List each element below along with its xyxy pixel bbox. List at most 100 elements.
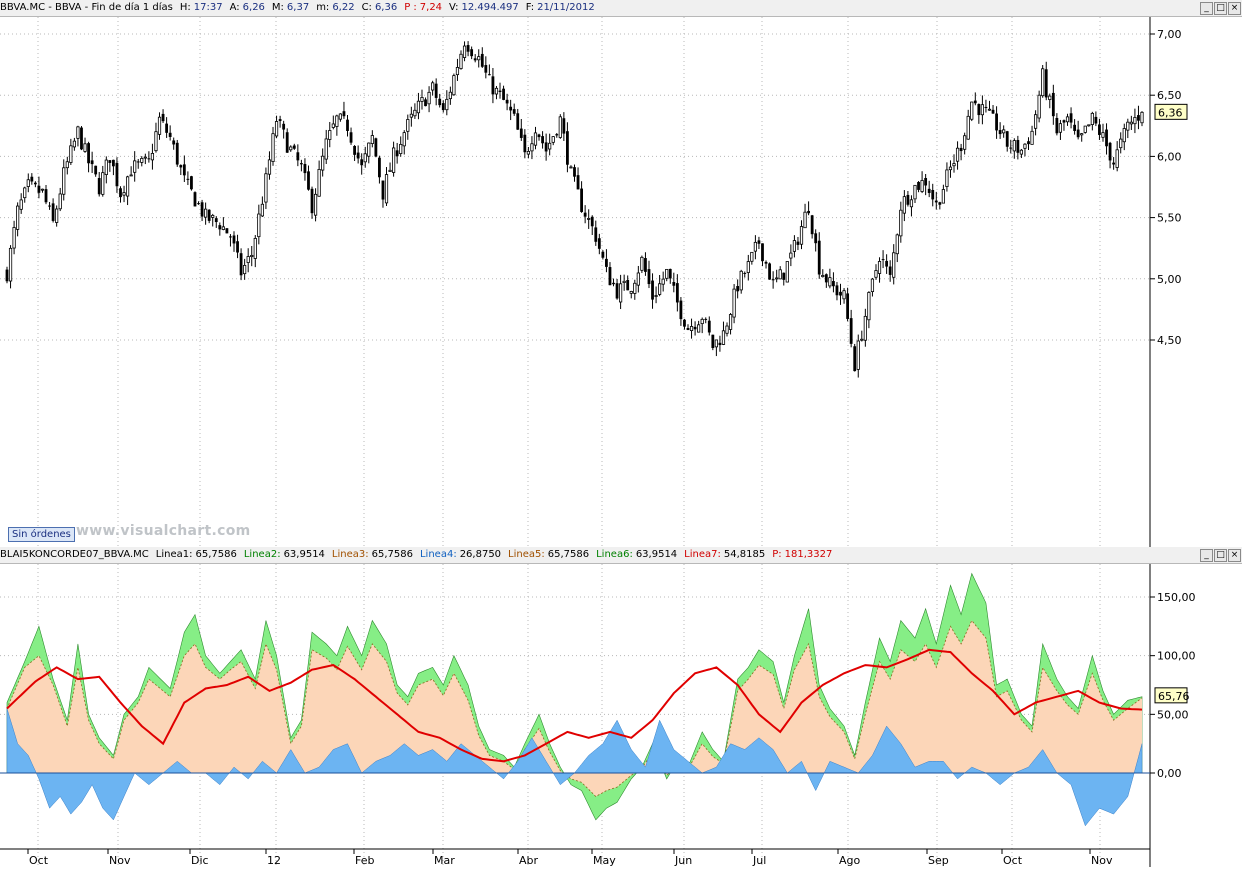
candle <box>122 185 126 203</box>
candle-body-up <box>477 56 481 61</box>
candle <box>725 322 729 337</box>
candle-body-up <box>622 280 626 283</box>
candle-body-down <box>541 136 544 144</box>
candle-body-down <box>853 346 857 372</box>
candle-body-up <box>892 252 896 278</box>
candle-body-down <box>814 233 818 244</box>
candle <box>221 217 225 231</box>
candle <box>1033 110 1038 136</box>
candle-body-up <box>104 159 108 176</box>
l4-value: 26,8750 <box>459 549 502 560</box>
candle <box>636 265 640 293</box>
candle <box>799 220 804 250</box>
candle-body-up <box>12 227 16 249</box>
h-value: 17:37 <box>193 2 223 13</box>
candle <box>526 147 530 159</box>
candle <box>839 283 842 305</box>
candle <box>310 186 314 219</box>
candle-body-down <box>849 318 853 344</box>
candle <box>87 141 90 173</box>
indicator-close-button[interactable]: × <box>1228 549 1241 562</box>
candle <box>392 141 396 177</box>
maximize-button[interactable]: □ <box>1214 2 1227 15</box>
candle-body-down <box>1076 129 1080 138</box>
candle-body-up <box>1119 138 1123 149</box>
candle-body-down <box>307 171 310 190</box>
indicator-minimize-button[interactable]: _ <box>1200 549 1213 562</box>
candle-body-down <box>704 318 708 320</box>
candle-body-up <box>420 97 424 102</box>
symbol-label: BBVA.MC - BBVA - Fin de día 1 días <box>0 2 173 13</box>
candle-body-up <box>452 75 456 96</box>
candle <box>895 233 899 263</box>
candle <box>590 215 594 235</box>
candle-body-up <box>750 251 754 262</box>
candle-body-down <box>193 192 197 207</box>
candle-body-up <box>739 270 743 291</box>
candle-body-down <box>5 269 9 282</box>
candle <box>328 121 332 148</box>
candle <box>1080 132 1084 142</box>
candle <box>807 201 810 216</box>
candle-body-down <box>675 283 679 303</box>
candle <box>133 151 137 182</box>
candle <box>8 245 13 289</box>
candle <box>462 41 467 62</box>
candle-body-down <box>959 147 963 152</box>
candle <box>814 229 818 252</box>
candle <box>991 105 995 114</box>
candle <box>881 250 885 269</box>
candle <box>509 99 513 121</box>
indicator-info-bar: BLAI5KONCORDE07_BBVA.MC Linea1: 65,7586 Lin… <box>0 547 1242 564</box>
candle-body-down <box>356 152 360 159</box>
candle-body-down <box>906 194 910 205</box>
candle-body-down <box>824 274 828 283</box>
candle-body-down <box>885 260 889 267</box>
indicator-maximize-button[interactable]: □ <box>1214 549 1227 562</box>
candle <box>154 122 158 153</box>
candle <box>342 101 346 119</box>
candle-body-down <box>555 134 559 136</box>
price-pane[interactable]: 4,50 5,00 5,50 6,00 6,50 7,00 6,36 <box>0 17 1242 547</box>
candle-body-down <box>1009 147 1013 149</box>
candle <box>608 262 612 286</box>
candle <box>356 145 360 164</box>
candle <box>1073 119 1077 135</box>
candle <box>566 122 569 173</box>
candle-body-up <box>246 256 250 263</box>
candle-body-up <box>83 143 87 152</box>
candle-body-down <box>236 241 239 253</box>
candle <box>58 187 62 212</box>
candle <box>303 158 307 181</box>
candle-body-down <box>580 188 583 212</box>
candle-body-down <box>292 145 296 149</box>
close-button[interactable]: × <box>1228 2 1241 15</box>
candle <box>580 181 583 213</box>
candle-body-down <box>523 134 527 153</box>
candle-body-up <box>945 169 949 187</box>
candlestick-chart[interactable]: 4,50 5,00 5,50 6,00 6,50 7,00 6,36 <box>0 17 1242 547</box>
candle <box>48 201 51 210</box>
candle-body-up <box>842 290 846 300</box>
candle-body-up <box>913 184 917 200</box>
candle-body-up <box>948 166 953 171</box>
candle-body-down <box>94 165 98 175</box>
indicator-pane[interactable]: 0,00 50,00 100,00 150,00 65,76 Oct Nov Dic 12 Feb… <box>0 564 1242 867</box>
candle <box>1002 125 1006 138</box>
candle <box>285 128 289 153</box>
candle-body-down <box>544 142 548 152</box>
candle-body-up <box>955 147 960 162</box>
candle-body-up <box>363 153 367 163</box>
candle <box>296 144 300 167</box>
candle-body-up <box>331 123 335 128</box>
candle-body-up <box>665 268 669 279</box>
candle-body-down <box>973 100 977 104</box>
candle <box>1126 118 1130 139</box>
candle <box>473 54 477 63</box>
candle-body-down <box>1027 141 1030 145</box>
minimize-button[interactable]: _ <box>1200 2 1213 15</box>
no-orders-badge[interactable]: Sin órdenes <box>8 527 75 542</box>
candle <box>778 266 782 280</box>
indicator-chart[interactable]: 0,00 50,00 100,00 150,00 65,76 Oct Nov Dic 12 Feb… <box>0 564 1242 867</box>
candle-body-up <box>321 155 325 171</box>
